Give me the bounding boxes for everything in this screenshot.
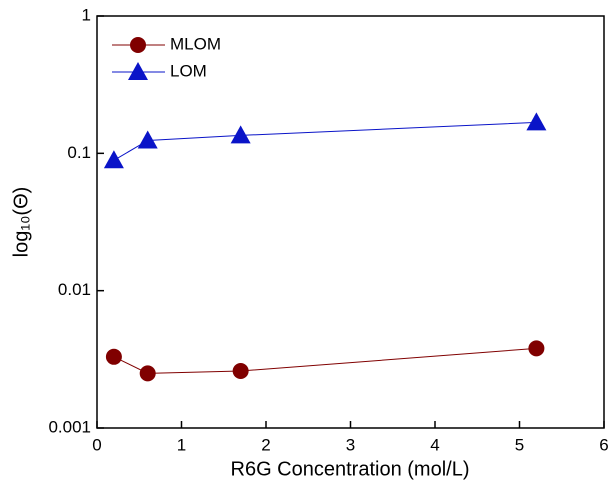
marker bbox=[105, 348, 122, 365]
x-tick-label: 6 bbox=[599, 435, 608, 454]
marker bbox=[528, 340, 545, 357]
x-tick-label: 5 bbox=[515, 435, 524, 454]
marker bbox=[137, 130, 158, 149]
y-tick-label: 0.001 bbox=[48, 417, 91, 436]
marker bbox=[128, 62, 148, 80]
legend-label: MLOM bbox=[170, 34, 221, 53]
y-tick-label: 0.01 bbox=[58, 280, 91, 299]
x-tick-label: 1 bbox=[177, 435, 186, 454]
legend-label: LOM bbox=[170, 61, 207, 80]
x-tick-label: 2 bbox=[261, 435, 270, 454]
marker bbox=[130, 37, 146, 53]
series-line bbox=[113, 121, 537, 161]
x-tick-label: 4 bbox=[430, 435, 439, 454]
x-tick-label: 3 bbox=[346, 435, 355, 454]
x-axis-label: R6G Concentration (mol/L) bbox=[231, 458, 470, 480]
marker bbox=[526, 112, 547, 131]
marker bbox=[230, 125, 251, 144]
y-tick-label: 0.1 bbox=[67, 143, 91, 162]
marker bbox=[103, 150, 124, 169]
y-axis-label: log₁₀(Θ) bbox=[10, 187, 32, 258]
x-tick-label: 0 bbox=[92, 435, 101, 454]
marker bbox=[232, 363, 249, 380]
marker bbox=[139, 365, 156, 382]
series-line bbox=[113, 347, 537, 374]
y-tick-label: 1 bbox=[82, 5, 91, 24]
